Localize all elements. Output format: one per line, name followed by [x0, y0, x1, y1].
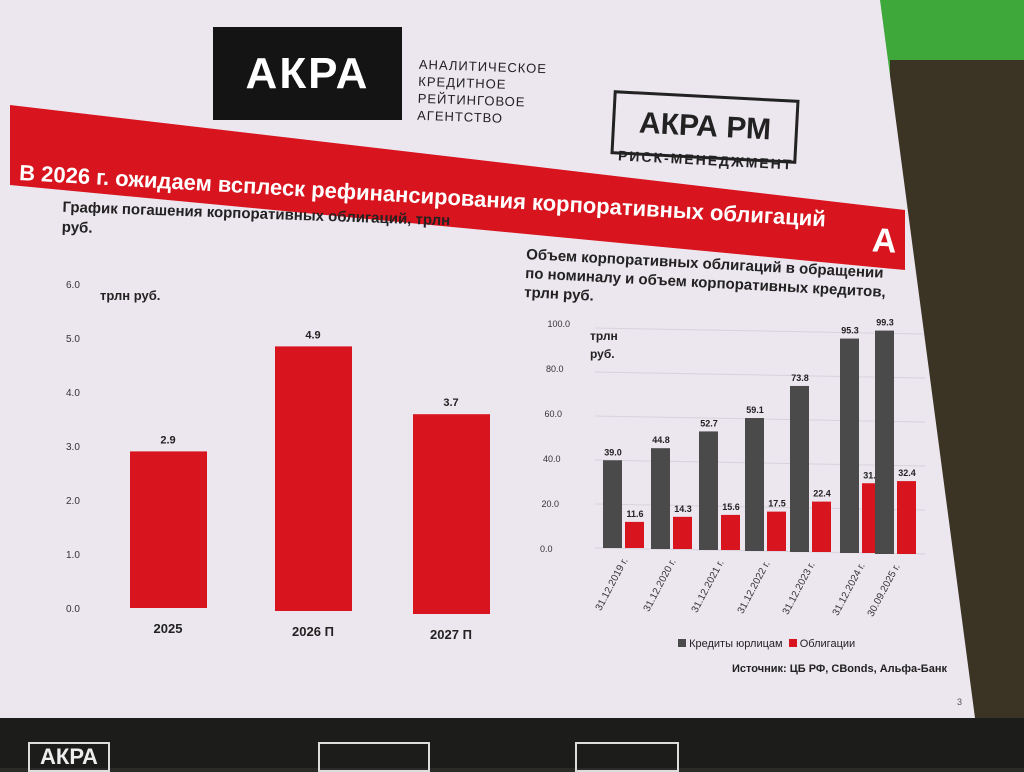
akra-logo: АКРА [213, 27, 402, 120]
legend-label-loans: Кредиты юрлицам [689, 638, 783, 650]
bar [413, 414, 490, 614]
x-tick-label: 2025 [154, 621, 183, 636]
y-tick-label: 2.0 [66, 496, 80, 507]
presentation-slide: АКРА АНАЛИТИЧЕСКОЕ КРЕДИТНОЕ РЕЙТИНГОВОЕ… [0, 0, 975, 718]
data-label-loans: 39.0 [604, 447, 622, 457]
data-label-bonds: 15.6 [722, 502, 740, 512]
page-number: 3 [957, 697, 963, 707]
bar-loans [875, 330, 894, 554]
x-tick-label: 30.09.2025 г. [866, 562, 903, 618]
bar-bonds [812, 501, 831, 552]
y-tick-label: 60.0 [545, 409, 563, 419]
bar-bonds [721, 514, 740, 550]
y-tick-label: 0.0 [540, 544, 553, 554]
data-label: 4.9 [305, 329, 320, 341]
data-label-loans: 59.1 [746, 405, 764, 415]
data-label: 2.9 [160, 434, 175, 446]
bar-bonds [673, 516, 692, 549]
data-label-loans: 99.3 [876, 318, 894, 328]
legend-swatch-bonds [788, 639, 797, 647]
data-label-loans: 44.8 [652, 435, 670, 445]
y-tick-label: 4.0 [66, 388, 80, 399]
stage-bottom [0, 718, 1024, 768]
bar-loans [840, 338, 859, 553]
data-label: 3.7 [443, 397, 458, 409]
gridline [594, 371, 926, 379]
data-label-bonds: 31.0 [863, 470, 881, 480]
y-axis-label: руб. [590, 347, 615, 361]
x-tick-label: 31.12.2024 г. [831, 561, 868, 617]
data-label-bonds: 22.4 [813, 489, 831, 499]
bar-bonds [767, 511, 786, 551]
y-axis-label: трлн руб. [100, 288, 160, 303]
bar-loans [699, 431, 718, 550]
y-tick-label: 0.0 [66, 604, 80, 615]
x-tick-label: 31.12.2020 г. [642, 557, 679, 613]
bar-loans [790, 385, 809, 552]
y-tick-label: 3.0 [66, 442, 80, 453]
bar-loans [745, 418, 764, 551]
y-tick-label: 6.0 [66, 280, 80, 291]
y-tick-label: 1.0 [66, 550, 80, 561]
bar [275, 346, 352, 611]
y-tick-label: 80.0 [546, 364, 564, 374]
data-label-loans: 52.7 [700, 418, 718, 428]
x-tick-label: 31.12.2022 г. [736, 559, 773, 615]
y-tick-label: 5.0 [66, 334, 80, 345]
bar-bonds [897, 481, 916, 554]
bar [130, 451, 207, 608]
data-label-loans: 95.3 [841, 326, 859, 336]
gridline [594, 327, 926, 335]
data-label-bonds: 11.6 [626, 509, 643, 519]
bar-loans [603, 460, 622, 548]
y-tick-label: 100.0 [548, 319, 571, 329]
y-tick-label: 40.0 [543, 454, 561, 464]
x-tick-label: 2026 П [292, 624, 334, 639]
x-tick-label: 31.12.2021 г. [690, 558, 727, 614]
data-label-loans: 73.8 [791, 373, 809, 383]
data-label-bonds: 14.3 [674, 504, 692, 514]
title-banner [10, 105, 905, 270]
y-axis-label: трлн [590, 329, 618, 343]
banner-shape [10, 105, 905, 270]
data-label-bonds: 17.5 [768, 499, 786, 509]
bar-loans [651, 448, 670, 549]
legend-label-bonds: Облигации [799, 638, 856, 650]
legend: Кредиты юрлицам Облигации [678, 638, 855, 650]
x-tick-label: 31.12.2019 г. [594, 556, 631, 612]
source-note: Источник: ЦБ РФ, CBonds, Альфа-Банк [732, 663, 947, 675]
x-tick-label: 2027 П [430, 627, 472, 642]
y-tick-label: 20.0 [542, 499, 560, 509]
data-label-bonds: 32.4 [898, 468, 916, 478]
x-tick-label: 31.12.2023 г. [781, 560, 818, 616]
legend-swatch-loans [678, 639, 686, 647]
bar-bonds [625, 521, 644, 548]
charts-canvas: 0.0 1.0 2.0 3.0 4.0 5.0 6.0 трлн руб. 2.9 2025 4.9… [66, 280, 926, 642]
